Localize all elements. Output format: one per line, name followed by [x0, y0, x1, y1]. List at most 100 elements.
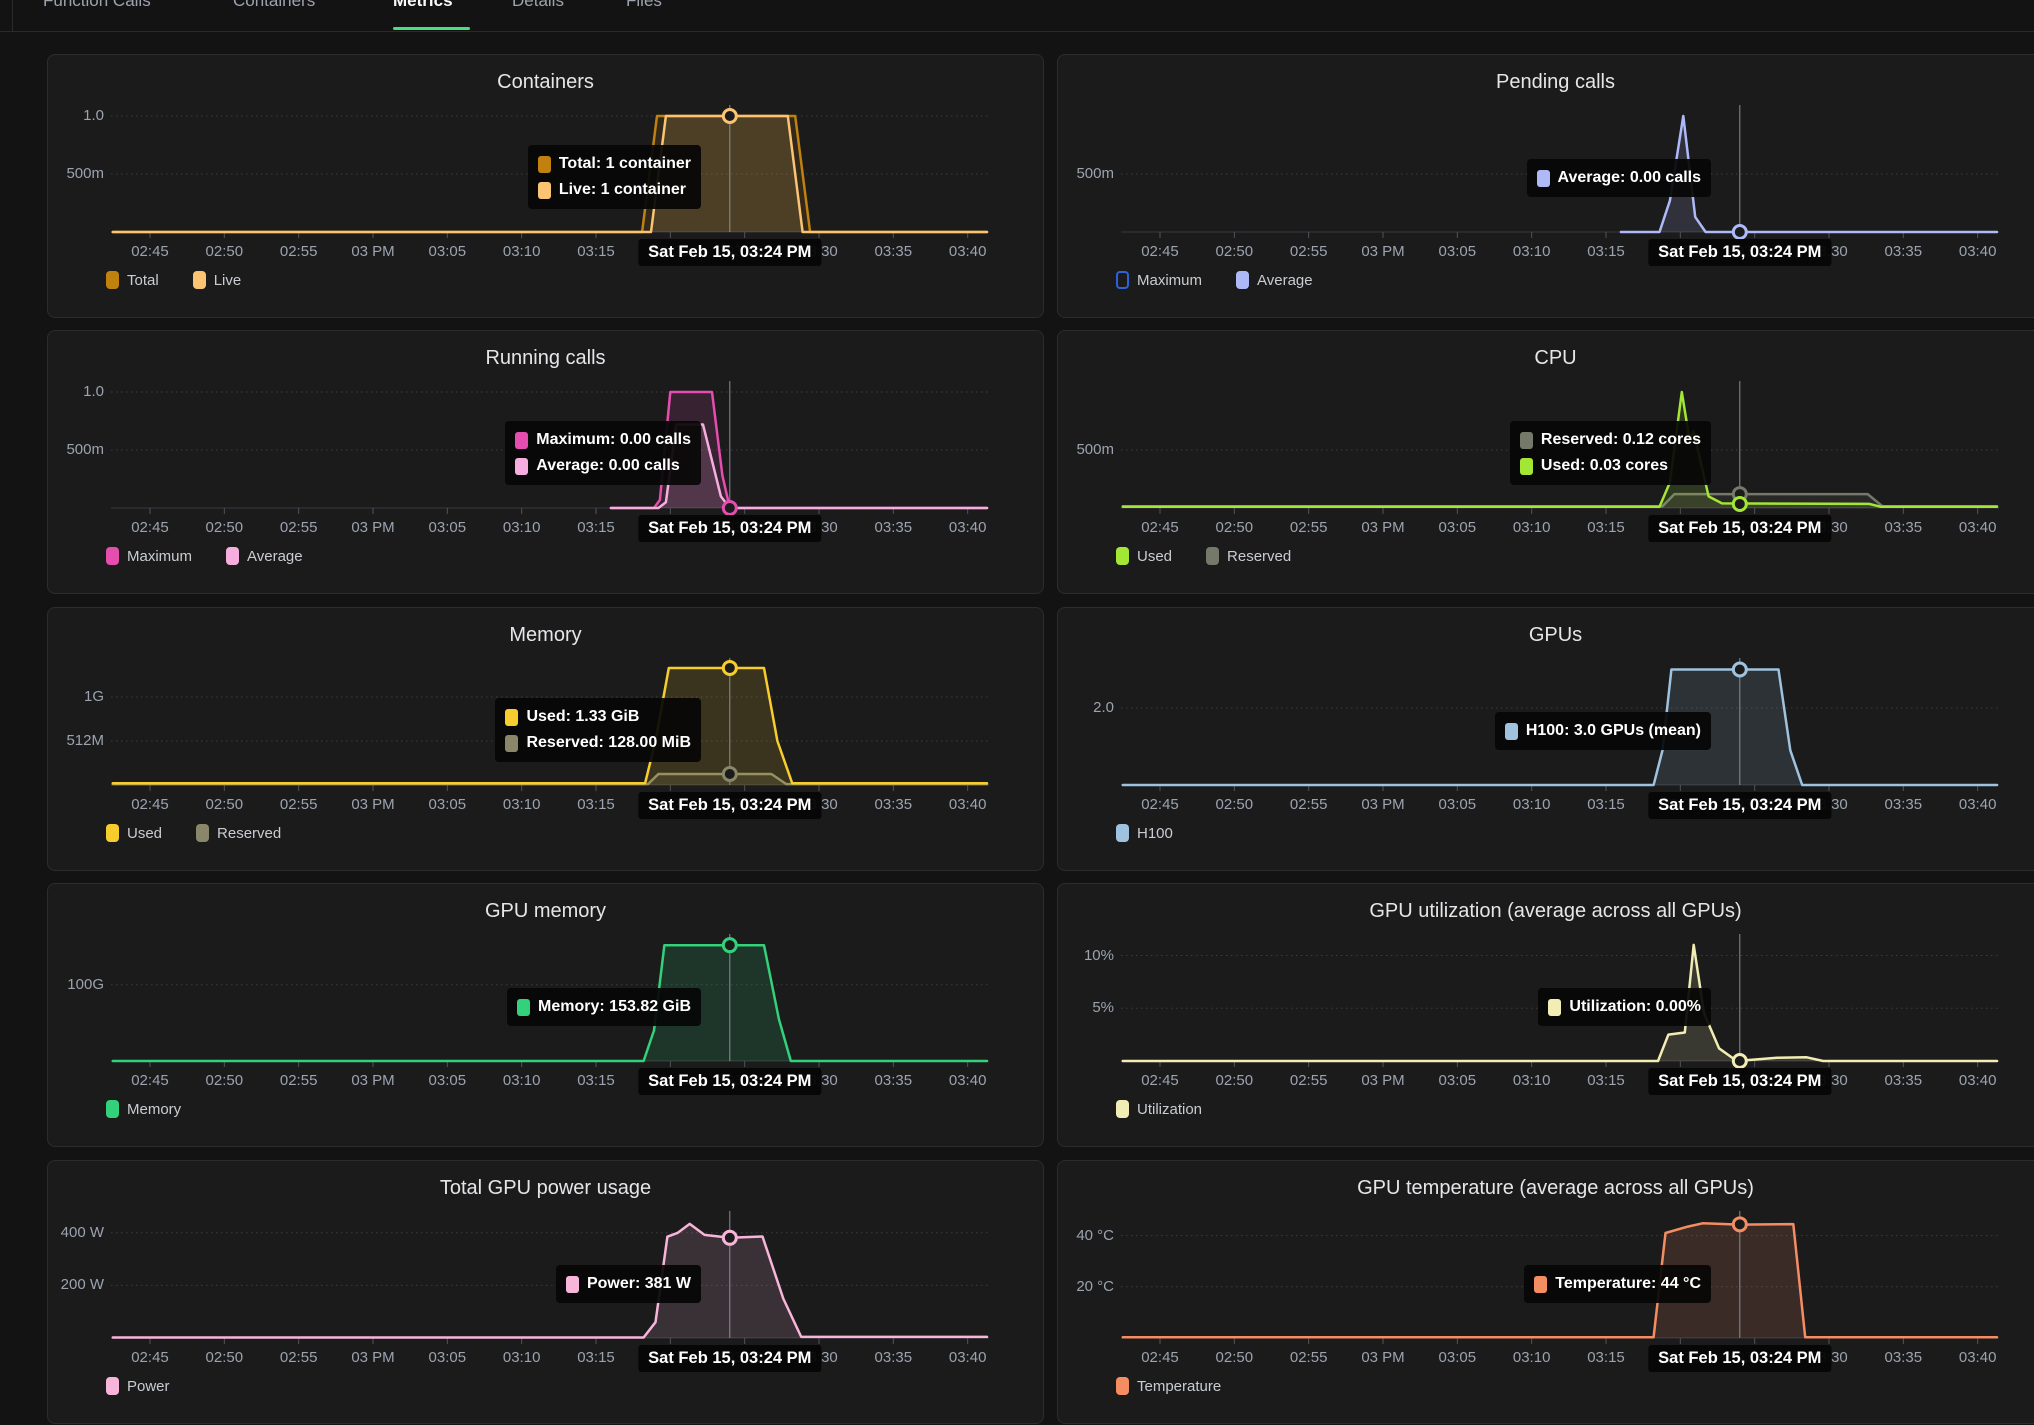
chart-plot-cpu[interactable] — [1058, 331, 2034, 595]
tab-containers[interactable]: Containers — [233, 0, 316, 10]
tooltip-value-text: Used: 0.03 cores — [1540, 457, 1669, 474]
legend-item-total[interactable]: Total — [106, 271, 159, 289]
x-axis-label: 02:55 — [1289, 243, 1328, 260]
tooltip-value-text: H100: 3.0 GPUs (mean) — [1525, 722, 1701, 739]
x-axis-label: 03:40 — [948, 1072, 987, 1089]
x-axis-label: 03:10 — [1512, 519, 1551, 536]
legend-item-power[interactable]: Power — [106, 1377, 170, 1395]
chart-tooltip: Used: 1.33 GiB Reserved: 128.00 MiB — [495, 698, 701, 762]
legend-label: Memory — [127, 1100, 182, 1118]
chart-legend: Memory — [106, 1100, 181, 1118]
crosshair-date-tooltip: Sat Feb 15, 03:24 PM — [638, 239, 822, 266]
x-axis-label: 02:45 — [1141, 243, 1179, 260]
tooltip-row: Reserved: 0.12 cores — [1519, 427, 1701, 453]
chart-plot-memory[interactable] — [48, 608, 1045, 872]
chart-title-containers: Containers — [497, 71, 594, 93]
chart-tooltip: Reserved: 0.12 cores Used: 0.03 cores — [1509, 421, 1711, 485]
chart-plot-gpu-utilization[interactable] — [1058, 884, 2034, 1148]
x-axis-label: 03:15 — [577, 243, 615, 260]
legend-item-used[interactable]: Used — [1116, 547, 1172, 565]
legend-item-maximum[interactable]: Maximum — [106, 547, 192, 565]
y-axis-label: 40 °C — [1076, 1226, 1114, 1244]
tooltip-swatch-icon — [537, 181, 551, 199]
x-axis-label: 03:10 — [1512, 1349, 1551, 1366]
legend-label: Average — [247, 547, 303, 565]
legend-item-live[interactable]: Live — [192, 271, 241, 289]
x-axis-label: 03:35 — [874, 796, 913, 813]
x-axis-label: 03:35 — [1884, 519, 1923, 536]
legend-swatch-icon — [1116, 1377, 1129, 1395]
x-axis-label: 03:15 — [577, 519, 615, 536]
x-axis-label: 03:10 — [502, 1072, 541, 1089]
legend-label: Total — [127, 271, 159, 289]
y-axis-label: 100G — [67, 975, 104, 993]
legend-item-used[interactable]: Used — [106, 824, 162, 842]
tab-files[interactable]: Files — [626, 0, 662, 10]
x-axis-label: 03:10 — [502, 243, 541, 260]
chart-plot-running-calls[interactable] — [48, 331, 1045, 595]
x-axis-label: 03:05 — [1438, 1349, 1477, 1366]
tooltip-row: Average: 0.00 calls — [515, 453, 691, 479]
x-axis-label: 02:55 — [279, 1349, 318, 1366]
tooltip-swatch-icon — [1534, 1275, 1548, 1293]
legend-item-memory[interactable]: Memory — [106, 1100, 181, 1118]
chart-tooltip: Average: 0.00 calls — [1526, 159, 1711, 197]
tooltip-swatch-icon — [517, 998, 531, 1016]
legend-item-reserved[interactable]: Reserved — [1206, 547, 1291, 565]
tooltip-value-text: Reserved: 128.00 MiB — [526, 734, 691, 751]
x-axis-label: 02:50 — [205, 243, 244, 260]
legend-item-average[interactable]: Average — [1236, 271, 1313, 289]
legend-swatch-icon — [1206, 547, 1220, 565]
legend-swatch-icon — [1116, 271, 1129, 289]
chart-legend: Maximum Average — [1116, 271, 1313, 289]
tab-metrics[interactable]: Metrics — [393, 0, 453, 10]
x-axis-label: 03 PM — [1361, 1349, 1405, 1366]
legend-item-h100[interactable]: H100 — [1116, 824, 1173, 842]
chart-plot-gpu-temperature[interactable] — [1058, 1161, 2034, 1425]
crosshair-date-tooltip: Sat Feb 15, 03:24 PM — [1648, 1345, 1832, 1372]
x-axis-label: 02:50 — [1215, 1349, 1254, 1366]
chart-plot-gpu-memory[interactable] — [48, 884, 1045, 1148]
chart-tooltip: Temperature: 44 °C — [1524, 1265, 1711, 1303]
chart-title-running-calls: Running calls — [485, 347, 606, 369]
series-area-memory — [112, 945, 988, 1061]
tab-function-calls[interactable]: Function Calls — [43, 0, 151, 10]
series-area-live — [112, 116, 988, 232]
chart-plot-gpus[interactable] — [1058, 608, 2034, 872]
x-axis-label: 03:10 — [502, 1349, 541, 1366]
chart-plot-pending-calls[interactable] — [1058, 55, 2034, 319]
x-axis-label: 03:35 — [1884, 1072, 1923, 1089]
legend-item-average[interactable]: Average — [226, 547, 303, 565]
legend-label: Used — [1137, 547, 1173, 565]
chart-plot-containers[interactable] — [48, 55, 1045, 319]
crosshair-marker-dot — [721, 500, 738, 516]
x-axis-label: 03:10 — [1512, 796, 1551, 813]
legend-swatch-icon — [226, 547, 240, 565]
chart-tooltip: Memory: 153.82 GiB — [507, 988, 701, 1026]
tooltip-row: Power: 381 W — [565, 1271, 691, 1297]
x-axis-label: 03 PM — [1361, 796, 1405, 813]
legend-item-reserved[interactable]: Reserved — [196, 824, 281, 842]
y-axis-label: 1.0 — [83, 383, 104, 400]
chart-tooltip: Maximum: 0.00 calls Average: 0.00 calls — [505, 421, 701, 485]
x-axis-label: 03:35 — [874, 519, 913, 536]
crosshair-marker-dot — [721, 937, 738, 954]
x-axis-label: 03:35 — [874, 243, 913, 260]
legend-item-temperature[interactable]: Temperature — [1116, 1377, 1221, 1395]
legend-item-utilization[interactable]: Utilization — [1116, 1100, 1202, 1118]
x-axis-label: 02:55 — [1289, 1072, 1328, 1089]
tab-details[interactable]: Details — [512, 0, 564, 10]
chart-title-memory: Memory — [509, 624, 582, 646]
crosshair-marker-dot — [721, 659, 738, 676]
y-axis-label: 500m — [66, 441, 104, 458]
chart-tooltip: Total: 1 container Live: 1 container — [527, 145, 701, 209]
chart-title-gpus: GPUs — [1528, 624, 1583, 646]
chart-plot-gpu-power[interactable] — [48, 1161, 1045, 1425]
tooltip-value-text: Maximum: 0.00 calls — [536, 431, 691, 448]
legend-item-maximum[interactable]: Maximum — [1116, 271, 1202, 289]
tooltip-swatch-icon — [1519, 431, 1533, 449]
crosshair-date-tooltip: Sat Feb 15, 03:24 PM — [1648, 1068, 1832, 1095]
tooltip-value-text: Average: 0.00 calls — [1557, 169, 1702, 186]
y-axis-label: 20 °C — [1076, 1277, 1114, 1295]
